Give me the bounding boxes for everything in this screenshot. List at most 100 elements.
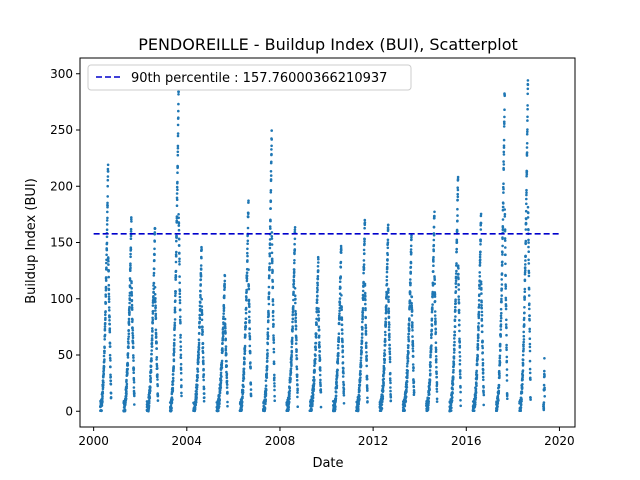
data-point bbox=[174, 260, 178, 264]
data-point bbox=[497, 389, 501, 393]
data-point bbox=[267, 285, 271, 289]
data-point bbox=[174, 254, 178, 258]
data-point bbox=[505, 379, 509, 382]
data-point bbox=[527, 269, 531, 273]
data-point bbox=[496, 402, 500, 405]
data-point bbox=[409, 272, 413, 275]
data-point bbox=[478, 264, 482, 267]
data-point bbox=[502, 187, 505, 191]
data-point bbox=[358, 383, 362, 387]
data-point bbox=[106, 167, 110, 171]
data-point bbox=[381, 395, 385, 398]
data-point bbox=[338, 301, 342, 305]
data-point bbox=[153, 253, 156, 256]
data-point bbox=[522, 349, 525, 353]
data-point bbox=[357, 402, 361, 406]
data-point bbox=[170, 408, 173, 412]
data-point bbox=[365, 359, 368, 362]
data-point bbox=[364, 329, 368, 333]
data-point bbox=[405, 390, 408, 394]
data-point bbox=[503, 94, 507, 98]
data-point bbox=[292, 290, 295, 294]
data-point bbox=[504, 285, 508, 288]
data-point bbox=[273, 376, 276, 379]
data-point bbox=[525, 188, 528, 192]
data-point bbox=[319, 369, 322, 372]
data-point bbox=[430, 328, 434, 332]
data-point bbox=[272, 338, 276, 342]
data-point bbox=[131, 334, 135, 337]
data-point bbox=[388, 377, 392, 380]
data-point bbox=[242, 377, 246, 380]
data-point bbox=[149, 365, 153, 368]
data-point bbox=[200, 247, 203, 251]
data-point bbox=[501, 253, 504, 256]
data-point bbox=[359, 361, 363, 365]
data-point bbox=[249, 388, 253, 391]
data-point bbox=[519, 409, 522, 413]
data-point bbox=[387, 287, 390, 291]
data-point bbox=[223, 317, 227, 321]
data-point bbox=[363, 252, 366, 255]
data-point bbox=[455, 264, 458, 267]
data-point bbox=[272, 325, 275, 328]
data-point bbox=[269, 189, 273, 192]
data-point bbox=[176, 123, 180, 127]
data-point bbox=[270, 129, 274, 132]
data-point bbox=[125, 378, 128, 382]
data-point bbox=[316, 294, 319, 298]
data-point bbox=[542, 406, 546, 410]
data-point bbox=[318, 345, 321, 348]
data-point bbox=[543, 357, 546, 360]
data-point bbox=[106, 178, 110, 182]
data-point bbox=[177, 224, 181, 227]
data-point bbox=[523, 272, 527, 276]
data-point bbox=[408, 319, 411, 322]
data-point bbox=[477, 328, 480, 332]
data-point bbox=[133, 403, 136, 406]
data-point bbox=[246, 215, 250, 219]
data-point bbox=[202, 359, 205, 363]
data-point bbox=[459, 386, 462, 389]
data-point bbox=[522, 340, 525, 344]
data-point bbox=[430, 336, 433, 340]
data-point bbox=[527, 287, 531, 291]
data-point bbox=[273, 384, 276, 388]
data-point bbox=[366, 396, 369, 400]
data-point bbox=[361, 326, 364, 330]
data-point bbox=[272, 378, 276, 382]
data-point bbox=[504, 298, 508, 302]
data-point bbox=[290, 345, 294, 349]
data-point bbox=[365, 351, 368, 354]
data-point bbox=[223, 282, 226, 286]
data-point bbox=[457, 277, 460, 281]
data-point bbox=[246, 254, 249, 258]
data-point bbox=[153, 286, 157, 289]
data-point bbox=[223, 279, 227, 283]
data-point bbox=[522, 338, 526, 341]
data-point bbox=[176, 134, 180, 138]
data-point bbox=[336, 368, 339, 372]
data-point bbox=[132, 356, 135, 359]
data-point bbox=[221, 349, 224, 353]
data-point bbox=[431, 295, 434, 299]
data-point bbox=[180, 378, 183, 382]
data-point bbox=[199, 278, 203, 281]
data-point bbox=[291, 310, 295, 314]
data-point bbox=[270, 231, 274, 234]
data-point bbox=[434, 327, 438, 331]
data-point bbox=[407, 351, 410, 354]
data-point bbox=[107, 288, 111, 292]
data-point bbox=[245, 279, 249, 283]
data-point bbox=[200, 312, 204, 316]
data-point bbox=[105, 235, 109, 239]
data-point bbox=[364, 308, 367, 312]
data-point bbox=[244, 306, 248, 310]
data-point bbox=[359, 356, 363, 360]
data-point bbox=[127, 329, 130, 332]
data-point bbox=[319, 390, 323, 394]
data-point bbox=[364, 333, 368, 336]
data-point bbox=[432, 249, 436, 253]
data-point bbox=[406, 357, 410, 360]
data-point bbox=[109, 365, 112, 369]
